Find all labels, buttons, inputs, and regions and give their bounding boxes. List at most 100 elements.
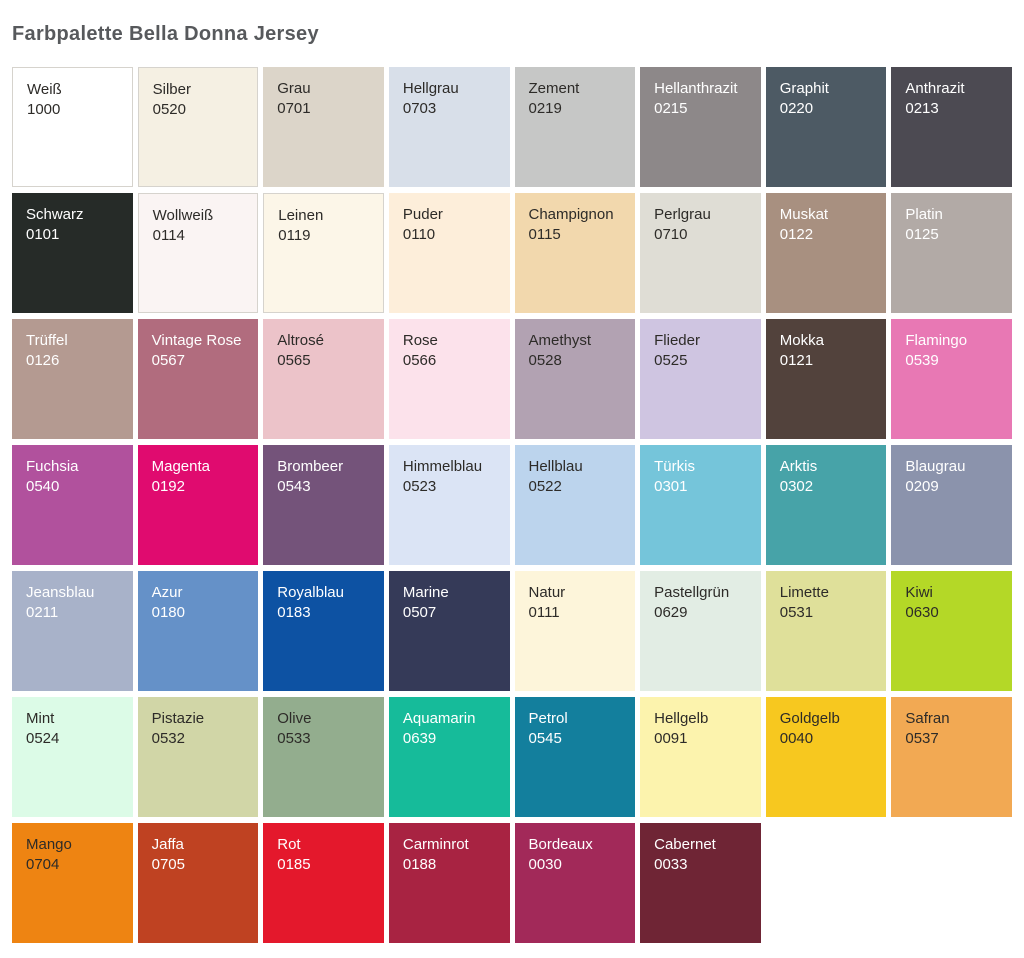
swatch-name: Rot [277,836,301,853]
swatch-name: Grau [277,80,311,97]
swatch-name: Schwarz [26,206,84,223]
swatch-name: Amethyst [528,332,592,349]
swatch-name: Kiwi [905,584,933,601]
color-swatch: Zement 0219 [514,67,636,187]
swatch-name: Aquamarin [402,710,476,727]
color-swatch: Mango 0704 [12,823,133,943]
swatch-name: Puder [402,206,443,223]
swatch-name: Champignon [528,206,614,223]
color-swatch: Bordeaux 0030 [514,823,636,943]
color-swatch: Pastellgrün 0629 [640,571,761,691]
swatch-name: Weiß [27,81,62,98]
color-swatch: Cabernet 0033 [640,823,761,943]
swatch-name: Mango [26,836,72,853]
swatch-code: 0121 [779,352,814,369]
color-swatch: Mokka 0121 [765,319,887,439]
swatch-name: Vintage Rose [151,332,242,349]
swatch-code: 0703 [402,100,437,117]
color-swatch: Leinen 0119 [263,193,384,313]
swatch-code: 0545 [528,730,562,747]
swatch-name: Muskat [779,206,829,223]
swatch-code: 0301 [654,478,688,495]
color-swatch: Hellgrau 0703 [388,67,510,187]
swatch-name: Royalblau [277,584,344,601]
color-swatch: Anthrazit 0213 [891,67,1012,187]
swatch-code: 0520 [152,101,186,118]
swatch-name: Safran [905,710,950,727]
color-swatch: Jeansblau 0211 [12,571,133,691]
color-swatch: Altrosé 0565 [263,319,384,439]
color-swatch: Rot 0185 [263,823,384,943]
swatch-code: 0185 [277,856,311,873]
swatch-name: Flieder [654,332,700,349]
swatch-name: Perlgrau [654,206,711,223]
color-swatch: Aquamarin 0639 [388,697,510,817]
color-swatch: Platin 0125 [891,193,1012,313]
swatch-code: 0528 [528,352,562,369]
swatch-code: 0710 [654,226,688,243]
swatch-code: 0192 [151,478,185,495]
swatch-code: 0030 [528,856,562,873]
swatch-name: Hellgelb [654,710,709,727]
swatch-code: 0523 [402,478,437,495]
swatch-code: 0525 [654,352,688,369]
swatch-name: Mokka [779,332,824,349]
color-swatch: Royalblau 0183 [263,571,384,691]
swatch-code: 0115 [528,226,561,243]
swatch-code: 0183 [277,604,311,621]
color-swatch: Perlgrau 0710 [640,193,761,313]
color-swatch: Petrol 0545 [514,697,636,817]
color-swatch: Arktis 0302 [765,445,887,565]
swatch-code: 0188 [402,856,437,873]
swatch-name: Hellgrau [402,80,459,97]
swatch-code: 0507 [402,604,437,621]
swatch-name: Mint [26,710,55,727]
page-title: Farbpalette Bella Donna Jersey [12,23,319,45]
color-swatch: Grau 0701 [263,67,384,187]
color-swatch: Champignon 0115 [514,193,636,313]
color-swatch: Hellgelb 0091 [640,697,761,817]
swatch-code: 0705 [151,856,185,873]
swatch-code: 0524 [26,730,60,747]
swatch-code: 0540 [26,478,60,495]
swatch-code: 0211 [26,604,59,621]
swatch-name: Rose [402,332,438,349]
swatch-name: Platin [905,206,943,223]
swatch-name: Olive [277,710,312,727]
swatch-name: Himmelblau [402,458,483,475]
color-swatch: Muskat 0122 [765,193,887,313]
swatch-code: 0209 [905,478,939,495]
swatch-name: Fuchsia [26,458,79,475]
swatch-code: 0539 [905,352,939,369]
swatch-name: Natur [528,584,566,601]
swatch-name: Pistazie [151,710,205,727]
swatch-code: 0219 [528,100,562,117]
color-swatch: Goldgelb 0040 [765,697,887,817]
swatch-code: 0220 [779,100,814,117]
color-swatch: Natur 0111 [514,571,636,691]
swatch-code: 0125 [905,226,939,243]
color-swatch: Wollweiß 0114 [137,193,259,313]
swatch-name: Trüffel [26,332,68,349]
swatch-code: 0532 [151,730,185,747]
swatch-code: 0639 [402,730,437,747]
swatch-code: 0180 [151,604,185,621]
swatch-name: Azur [151,584,183,601]
color-swatch: Brombeer 0543 [263,445,384,565]
swatch-name: Flamingo [905,332,968,349]
color-palette-grid: Weiß 1000 Silber 0520 Grau 0701 Hellgrau… [12,67,1012,943]
swatch-code: 0704 [26,856,60,873]
swatch-code: 1000 [27,101,61,118]
swatch-name: Jaffa [151,836,184,853]
color-swatch: Fuchsia 0540 [12,445,133,565]
color-swatch: Trüffel 0126 [12,319,133,439]
swatch-name: Pastellgrün [654,584,730,601]
color-swatch: Weiß 1000 [12,67,133,187]
swatch-name: Brombeer [277,458,344,475]
swatch-name: Limette [779,584,829,601]
swatch-code: 0114 [152,227,185,244]
swatch-code: 0543 [277,478,311,495]
swatch-name: Altrosé [277,332,324,349]
swatch-code: 0040 [779,730,814,747]
